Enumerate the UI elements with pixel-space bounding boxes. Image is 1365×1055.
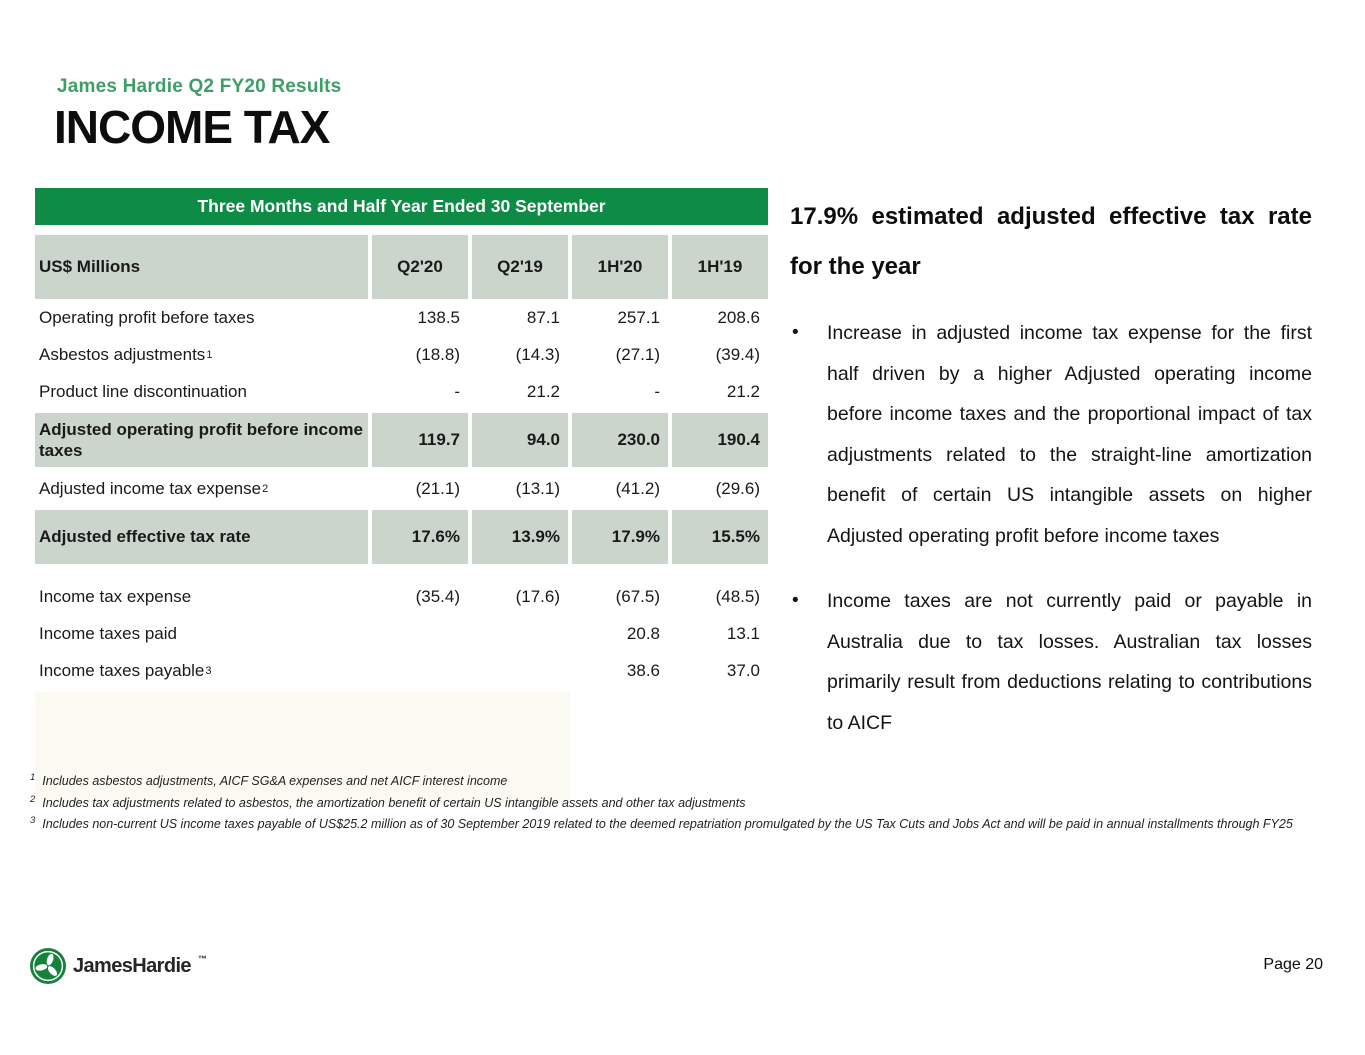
cell-value: 21.2 xyxy=(526,381,560,401)
key-message: 17.9% estimated adjusted effective tax r… xyxy=(790,192,1312,292)
jameshardie-logo: JamesHardie ™ xyxy=(30,948,207,984)
footnote: 1 Includes asbestos adjustments, AICF SG&… xyxy=(30,769,1355,791)
cell-value: (29.6) xyxy=(715,478,760,498)
cell-value: 21.2 xyxy=(726,381,760,401)
cell-value: (14.3) xyxy=(515,344,560,364)
column-header-q220: Q2'20 xyxy=(372,235,468,299)
cell-value: 17.6% xyxy=(372,510,468,564)
eyebrow-subtitle: James Hardie Q2 FY20 Results xyxy=(57,76,342,97)
column-header-q219: Q2'19 xyxy=(472,235,568,299)
cell-value: 257.1 xyxy=(617,307,660,327)
table-tint-block xyxy=(35,692,570,803)
row-label: Adjusted income tax expense 2 xyxy=(39,478,269,498)
commentary-panel: 17.9% estimated adjusted effective tax r… xyxy=(790,192,1312,743)
footnote: 2 Includes tax adjustments related to asb… xyxy=(30,791,1355,813)
footnote-number: 2 xyxy=(30,793,36,805)
row-label: Income taxes paid xyxy=(35,615,368,652)
row-label-text: Asbestos adjustments xyxy=(39,344,206,364)
cell-value xyxy=(372,652,468,689)
footnote: 3 Includes non-current US income taxes pa… xyxy=(30,812,1355,834)
row-label-text: Income tax expense xyxy=(39,586,192,606)
cell-value: 17.9% xyxy=(572,510,668,564)
cell-value: - xyxy=(654,381,660,401)
table-header-row: US$ Millions Q2'20 Q2'19 1H'20 1H'19 xyxy=(35,235,768,299)
column-header-units: US$ Millions xyxy=(35,235,368,299)
page-number: Page 20 xyxy=(1263,956,1323,973)
row-label-text: Product line discontinuation xyxy=(39,381,247,401)
bullet-item: Increase in adjusted income tax expense … xyxy=(790,313,1312,556)
row-label-text: Adjusted effective tax rate xyxy=(39,527,251,547)
cell-value: (39.4) xyxy=(715,344,760,364)
bullet-item: Income taxes are not currently paid or p… xyxy=(790,581,1312,743)
key-message-line: 17.9% estimated adjusted effective tax r… xyxy=(790,203,1312,230)
bullet-list: Increase in adjusted income tax expense … xyxy=(790,313,1312,743)
financial-table: Three Months and Half Year Ended 30 Sept… xyxy=(35,188,768,803)
table-row: Adjusted operating profit before income … xyxy=(35,413,768,467)
table-body: Operating profit before taxes 138.5 87.1 25… xyxy=(35,299,768,803)
cell-value: (21.1) xyxy=(415,478,460,498)
table-row: Income tax expense (35.4) (17.6) (67.5) (48.… xyxy=(35,578,768,615)
row-label: Adjusted effective tax rate xyxy=(35,510,368,564)
row-label: Adjusted operating profit before income … xyxy=(35,413,368,467)
cell-value xyxy=(472,652,568,689)
table-row: Asbestos adjustments 1 (18.8) (14.3) (27.1) (… xyxy=(35,336,768,373)
cell-value: (18.8) xyxy=(415,344,460,364)
key-message-line: for the year xyxy=(790,253,921,280)
row-label: Operating profit before taxes xyxy=(35,299,368,336)
cell-value: 37.0 xyxy=(726,660,760,680)
row-label: Asbestos adjustments 1 xyxy=(39,344,213,364)
table-row: Adjusted effective tax rate 17.6% 13.9% 17.… xyxy=(35,510,768,564)
cell-value xyxy=(372,615,468,652)
table-row: Income taxes paid 20.8 13.1 xyxy=(35,615,768,652)
table-row: Product line discontinuation - 21.2 - 21.2 xyxy=(35,373,768,410)
row-label-text: Operating profit before taxes xyxy=(39,307,255,327)
footnote-text: Includes non-current US income taxes pay… xyxy=(42,817,1293,832)
cell-value: (13.1) xyxy=(515,478,560,498)
row-label-text: Income taxes paid xyxy=(39,623,177,643)
table-row: Adjusted income tax expense 2 (21.1) (13.1)… xyxy=(35,470,768,507)
cell-value: 119.7 xyxy=(372,413,468,467)
row-label: Income tax expense xyxy=(35,578,368,615)
row-label-text: Income taxes payable xyxy=(39,660,205,680)
footnote-number: 1 xyxy=(30,772,36,783)
cell-value: 13.9% xyxy=(472,510,568,564)
cell-value: (27.1) xyxy=(615,344,660,364)
row-label-text: Adjusted income tax expense xyxy=(39,478,262,498)
cell-value: 208.6 xyxy=(717,307,760,327)
cell-value: (41.2) xyxy=(615,478,660,498)
jameshardie-logo-icon xyxy=(30,948,66,984)
cell-value xyxy=(472,615,568,652)
cell-value: (48.5) xyxy=(715,586,760,606)
cell-value: - xyxy=(454,381,460,401)
table-row: Operating profit before taxes 138.5 87.1 25… xyxy=(35,299,768,336)
footnote-number: 3 xyxy=(30,815,36,827)
cell-value: (67.5) xyxy=(615,586,660,606)
cell-value: (35.4) xyxy=(415,586,460,606)
row-label: Income taxes payable 3 xyxy=(39,660,212,680)
column-header-1h20: 1H'20 xyxy=(572,235,668,299)
table-banner: Three Months and Half Year Ended 30 Sept… xyxy=(35,188,768,225)
cell-value: 20.8 xyxy=(626,623,660,643)
footnote-text: Includes tax adjustments related to asbe… xyxy=(42,795,746,810)
cell-value: 15.5% xyxy=(672,510,768,564)
cell-value: 138.5 xyxy=(417,307,460,327)
cell-value: 13.1 xyxy=(726,623,760,643)
cell-value: 230.0 xyxy=(572,413,668,467)
cell-value: 94.0 xyxy=(472,413,568,467)
page-title: INCOME TAX xyxy=(54,101,330,153)
footnote-text: Includes asbestos adjustments, AICF SG&A… xyxy=(42,774,508,789)
logo-wordmark: JamesHardie xyxy=(73,954,192,977)
row-label: Product line discontinuation xyxy=(35,373,368,410)
footnotes: 1 Includes asbestos adjustments, AICF SG&… xyxy=(30,769,1355,834)
table-row: Income taxes payable 3 38.6 37.0 xyxy=(35,652,768,689)
logo-trademark: ™ xyxy=(197,954,207,964)
column-header-1h19: 1H'19 xyxy=(672,235,768,299)
cell-value: 38.6 xyxy=(626,660,660,680)
cell-value: 190.4 xyxy=(672,413,768,467)
cell-value: (17.6) xyxy=(515,586,560,606)
row-label-text: Adjusted operating profit before income … xyxy=(39,419,363,460)
cell-value: 87.1 xyxy=(526,307,560,327)
